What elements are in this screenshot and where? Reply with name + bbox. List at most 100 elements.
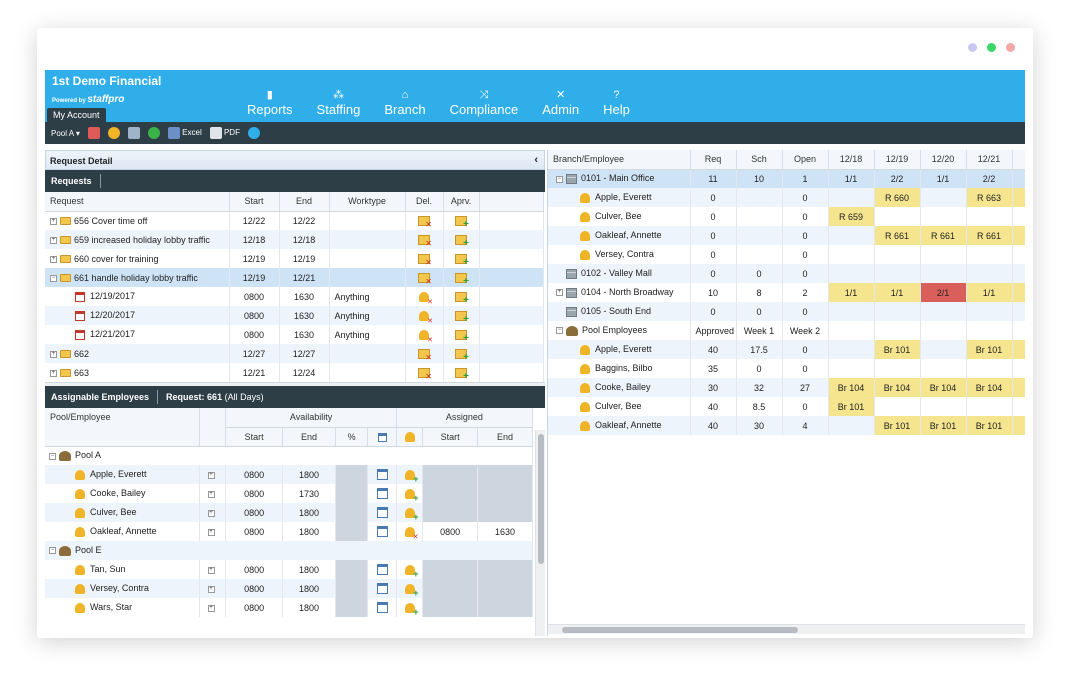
expand-toggle[interactable]: +	[207, 585, 215, 593]
branch-row[interactable]: 0102 - Valley Mall 0 0 0	[548, 264, 1025, 283]
col-assigned-end[interactable]: End	[477, 427, 533, 447]
day-cell[interactable]	[828, 416, 875, 435]
assign-user-icon[interactable]	[404, 469, 419, 484]
expand-toggle[interactable]: +	[50, 350, 57, 358]
collapse-toggle[interactable]: −	[49, 452, 56, 460]
day-cell[interactable]	[920, 397, 967, 416]
day-cell[interactable]	[1012, 397, 1025, 416]
employee-row[interactable]: Versey, Contra 0 0	[548, 245, 1025, 264]
day-cell[interactable]	[920, 302, 967, 321]
employee-row[interactable]: Apple, Everett +0800 1800	[45, 465, 533, 484]
calendar-icon[interactable]	[376, 583, 388, 595]
day-cell[interactable]	[874, 397, 921, 416]
delete-icon[interactable]	[418, 253, 432, 267]
assign-user-icon[interactable]	[404, 488, 419, 503]
request-row[interactable]: +662 12/27 12/27	[45, 344, 544, 363]
col-pool-employee[interactable]: Pool/Employee	[45, 408, 200, 447]
employee-row[interactable]: Culver, Bee +0800 1800	[45, 503, 533, 522]
calendar-icon[interactable]	[376, 526, 388, 538]
employee-row[interactable]: Baggins, Bilbo 35 0 0	[548, 359, 1025, 378]
collapse-toggle[interactable]: −	[50, 274, 57, 282]
day-cell[interactable]: 1/1	[828, 283, 875, 302]
remove-user-icon[interactable]	[419, 310, 433, 325]
col-branch-5[interactable]: 12/19	[874, 150, 921, 170]
pool-row[interactable]: − Pool E	[45, 541, 533, 560]
approve-icon[interactable]	[455, 348, 469, 363]
day-cell[interactable]: Br 104	[920, 378, 967, 397]
day-cell[interactable]	[966, 207, 1013, 226]
request-row[interactable]: +659 increased holiday lobby traffic 12/1…	[45, 230, 544, 249]
assignable-scroll-thumb[interactable]	[538, 434, 544, 564]
col-branch-2[interactable]: Sch	[736, 150, 783, 170]
day-cell[interactable]: B	[1012, 416, 1025, 435]
expand-toggle[interactable]: +	[50, 369, 57, 377]
day-cell[interactable]	[874, 359, 921, 378]
col-aprv[interactable]: Aprv.	[443, 192, 480, 212]
employee-row[interactable]: Tan, Sun +0800 1800	[45, 560, 533, 579]
request-row[interactable]: +656 Cover time off 12/22 12/22	[45, 211, 544, 230]
help-circle-icon[interactable]	[247, 127, 260, 139]
day-cell[interactable]: Br 101	[874, 340, 921, 359]
col-branch-0[interactable]: Branch/Employee	[548, 150, 691, 170]
nav-compliance[interactable]: ⤨ Compliance	[450, 88, 519, 118]
day-cell[interactable]	[966, 321, 1013, 340]
day-cell[interactable]: Br 104	[874, 378, 921, 397]
day-cell[interactable]	[828, 321, 875, 340]
expand-toggle[interactable]: +	[50, 217, 57, 225]
branch-grid-hscroll[interactable]	[548, 624, 1025, 634]
day-cell[interactable]: Br 104	[828, 378, 875, 397]
branch-grid-hscroll-thumb[interactable]	[562, 627, 798, 633]
delete-icon[interactable]	[418, 367, 432, 381]
day-cell[interactable]	[828, 302, 875, 321]
day-cell[interactable]: B	[1012, 378, 1025, 397]
employee-row[interactable]: Wars, Star +0800 1800	[45, 598, 533, 617]
pool-select[interactable]: Pool A ▾	[51, 128, 80, 138]
day-cell[interactable]: Br 101	[966, 340, 1013, 359]
day-cell[interactable]	[966, 264, 1013, 283]
calendar-icon[interactable]	[376, 507, 388, 519]
collapse-toggle[interactable]: −	[556, 175, 563, 183]
request-row[interactable]: 12/19/2017 0800 1630 Anything	[45, 287, 544, 306]
assign-user-icon[interactable]	[404, 602, 419, 617]
day-cell[interactable]: Br 101	[920, 416, 967, 435]
calendar-icon[interactable]	[376, 488, 388, 500]
excel-button[interactable]: Excel	[167, 127, 202, 139]
col-percent[interactable]: %	[335, 427, 369, 447]
day-cell[interactable]	[1012, 359, 1025, 378]
day-cell[interactable]	[966, 397, 1013, 416]
col-branch-1[interactable]: Req	[690, 150, 737, 170]
day-cell[interactable]	[920, 340, 967, 359]
day-cell[interactable]	[1012, 245, 1025, 264]
day-cell[interactable]	[1012, 264, 1025, 283]
employee-row[interactable]: Apple, Everett 0 0 R 660 R 663R	[548, 188, 1025, 207]
day-cell[interactable]: R 660	[874, 188, 921, 207]
expand-toggle[interactable]: +	[50, 255, 57, 263]
day-cell[interactable]: 1/1	[874, 283, 921, 302]
request-row[interactable]: +663 12/21 12/24	[45, 363, 544, 382]
day-cell[interactable]: Br 101	[966, 416, 1013, 435]
day-cell[interactable]	[966, 359, 1013, 378]
day-cell[interactable]: 1/1	[920, 169, 967, 188]
day-cell[interactable]: R 661	[920, 226, 967, 245]
col-avail-end[interactable]: End	[282, 427, 336, 447]
employee-row[interactable]: Culver, Bee 0 0 R 659	[548, 207, 1025, 226]
nav-staffing[interactable]: ⁂ Staffing	[317, 88, 361, 118]
day-cell[interactable]	[828, 188, 875, 207]
day-cell[interactable]: R 663	[966, 188, 1013, 207]
calendar-icon[interactable]	[87, 127, 100, 139]
day-cell[interactable]: 1/1	[966, 283, 1013, 302]
employee-row[interactable]: Oakleaf, Annette+0800180008001630	[45, 522, 533, 541]
col-del[interactable]: Del.	[405, 192, 444, 212]
day-cell[interactable]: 2/1	[920, 283, 967, 302]
branch-row[interactable]: −0101 - Main Office 11 10 1 1/1 2/2 1/1 2/2	[548, 169, 1025, 188]
window-dot-3[interactable]	[1006, 43, 1015, 52]
expand-toggle[interactable]: +	[207, 566, 215, 574]
collapse-icon[interactable]: ‹	[534, 154, 538, 166]
col-start[interactable]: Start	[229, 192, 280, 212]
col-branch-7[interactable]: 12/21	[966, 150, 1013, 170]
day-cell[interactable]	[828, 264, 875, 283]
window-dot-2[interactable]	[987, 43, 996, 52]
collapse-toggle[interactable]: −	[49, 547, 56, 555]
